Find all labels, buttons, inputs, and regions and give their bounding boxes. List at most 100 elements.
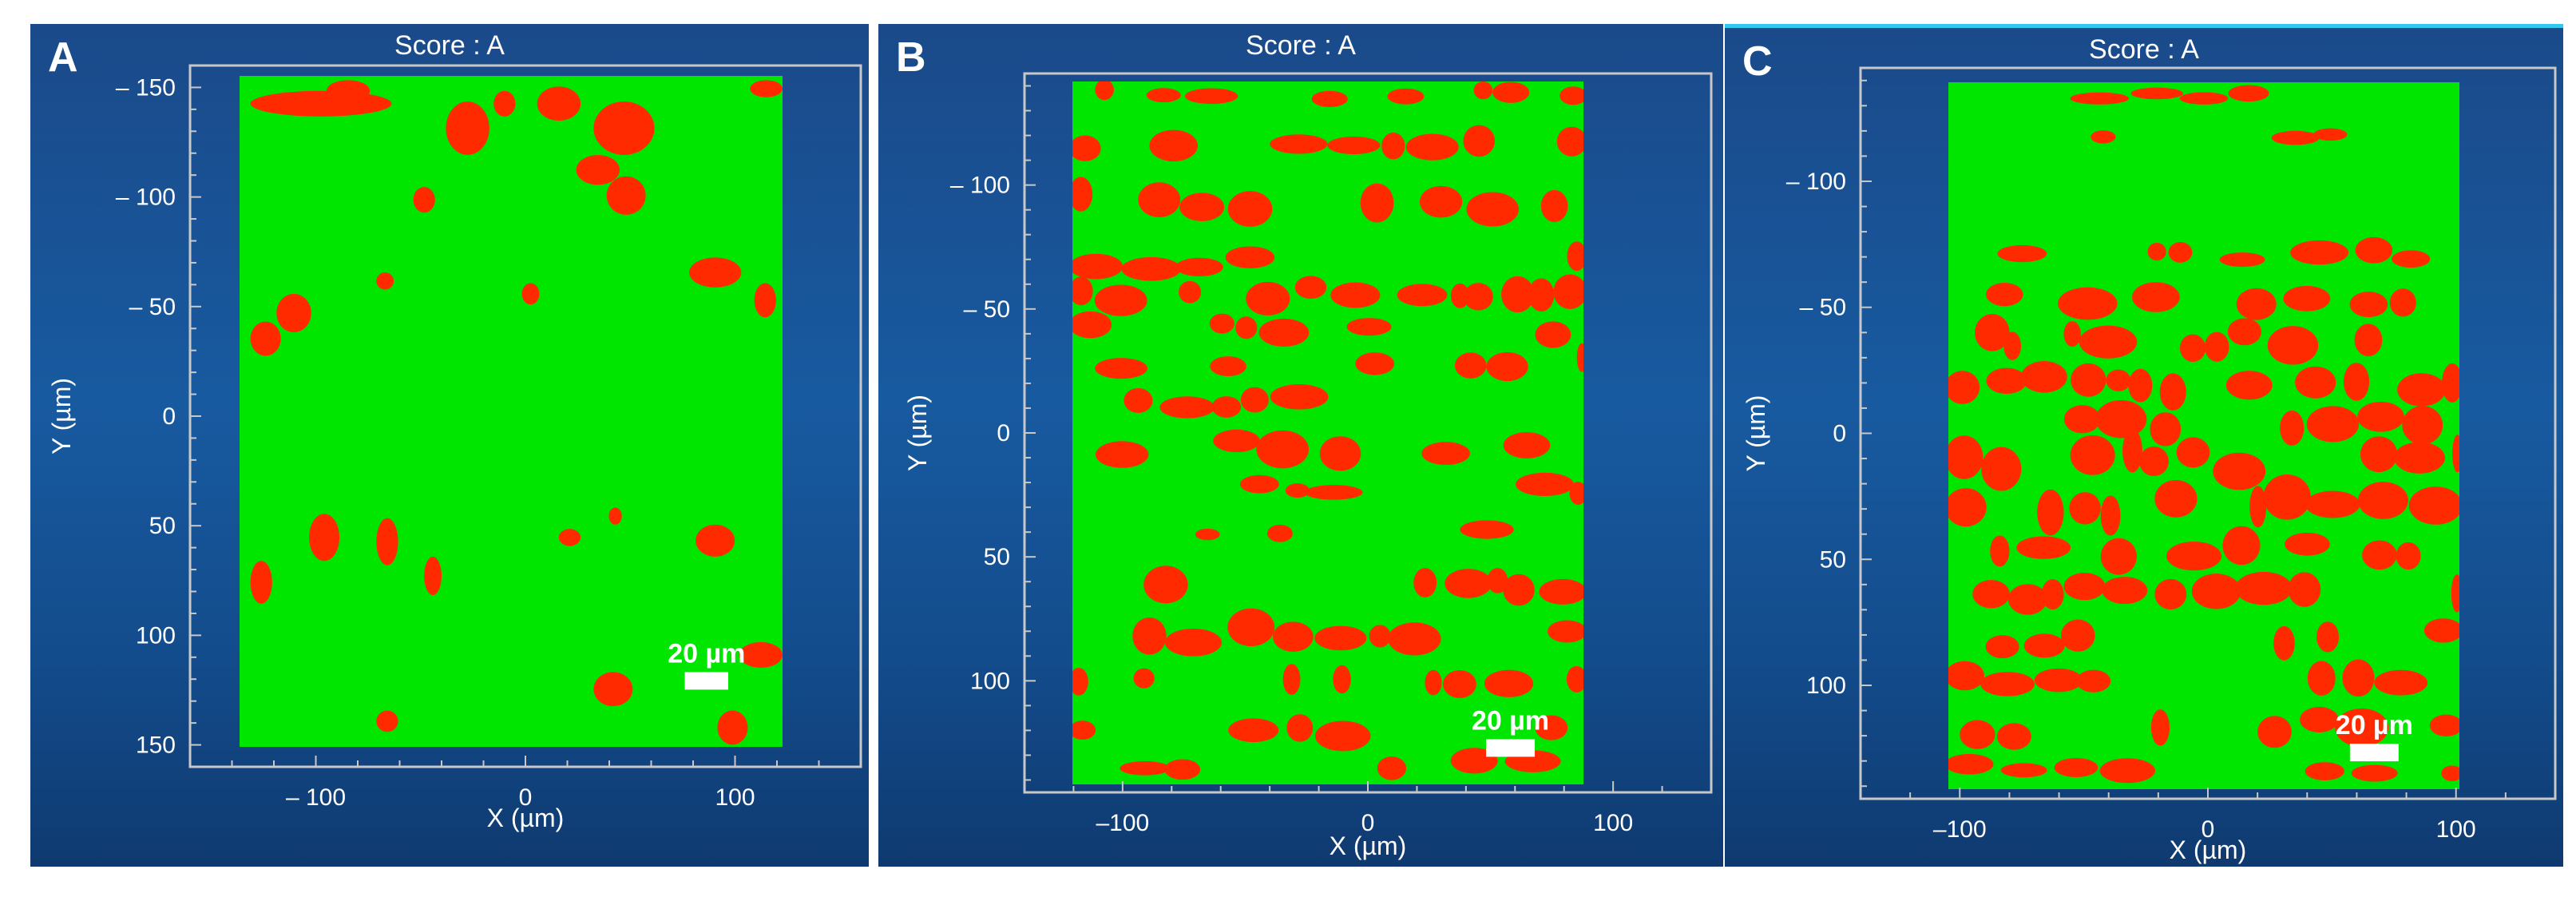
masked-region [1387, 88, 1425, 105]
masked-region [1072, 276, 1093, 306]
masked-region [1195, 528, 1220, 541]
masked-region [1960, 720, 1995, 749]
x-tick-label: 0 [519, 784, 533, 811]
masked-region [2305, 762, 2344, 780]
masked-regions [1948, 85, 2459, 784]
masked-region [754, 283, 776, 318]
masked-region [1072, 177, 1093, 212]
masked-region [1124, 387, 1153, 413]
masked-region [1304, 485, 1363, 500]
scale-bar [2349, 744, 2399, 762]
masked-region [1239, 474, 1279, 494]
masked-region [608, 507, 622, 525]
masked-region [1315, 720, 1371, 752]
masked-region [2130, 87, 2184, 100]
panel-c: C Score : A –100 0 100 – 100 – 50 0 50 100 X (µm… [1725, 24, 2563, 867]
masked-region [1948, 661, 1985, 691]
masked-region [2342, 659, 2375, 697]
masked-region [1463, 125, 1496, 157]
masked-region [1450, 283, 1469, 308]
masked-region [2351, 764, 2398, 782]
masked-region [1997, 244, 2047, 263]
masked-region [1484, 669, 1534, 697]
masked-region [2271, 130, 2320, 145]
masked-region [1258, 318, 1310, 347]
masked-region [1986, 367, 2027, 395]
masked-region [1539, 578, 1583, 605]
masked-region [2070, 92, 2130, 105]
masked-region [1425, 669, 1442, 696]
masked-region [750, 80, 783, 97]
score-image [240, 76, 783, 747]
masked-region [1948, 371, 1980, 404]
masked-region [1072, 135, 1101, 161]
masked-region [2306, 406, 2360, 443]
masked-region [1553, 274, 1583, 309]
scale-bar-label: 20 µm [2336, 710, 2413, 740]
masked-region [1164, 628, 1223, 657]
masked-region [2213, 452, 2266, 490]
masked-region [2063, 321, 2081, 347]
masked-region [2452, 435, 2459, 473]
masked-region [1548, 620, 1583, 643]
masked-region [2102, 577, 2148, 605]
masked-region [1567, 241, 1583, 272]
masked-region [376, 710, 398, 732]
masked-region [1270, 384, 1329, 410]
masked-region [2154, 479, 2198, 518]
masked-region [2079, 325, 2138, 359]
masked-region [1559, 86, 1583, 105]
masked-region [2394, 442, 2445, 474]
masked-region [2257, 716, 2292, 748]
y-tick-label: – 150 [116, 74, 176, 101]
masked-region [1209, 313, 1234, 334]
masked-region [1990, 535, 2010, 567]
masked-region [1419, 185, 1463, 218]
masked-region [1972, 580, 2010, 609]
masked-region [1270, 134, 1328, 154]
masked-region [1164, 759, 1201, 780]
masked-region [2041, 579, 2064, 610]
masked-region [1381, 132, 1405, 160]
panel-label: A [48, 34, 78, 81]
masked-region [1528, 278, 1555, 312]
masked-region [1473, 81, 1493, 100]
masked-region [2034, 668, 2083, 693]
masked-region [1487, 568, 1508, 593]
masked-regions [250, 80, 783, 745]
masked-region [1072, 720, 1096, 740]
masked-region [1179, 280, 1202, 304]
masked-region [2392, 250, 2431, 268]
panel-label: C [1742, 38, 1773, 85]
masked-region [2305, 490, 2360, 518]
y-tick-label: – 50 [1800, 295, 1846, 321]
x-tick-label: –100 [1933, 816, 1987, 843]
masked-region [1282, 664, 1301, 695]
masked-region [2037, 489, 2064, 536]
masked-region [2179, 92, 2229, 105]
masked-region [593, 101, 655, 155]
panel-b: B Score : A –100 0 100 – 100 – 50 0 50 100 X (µm… [878, 24, 1723, 867]
y-tick-label: 100 [970, 668, 1010, 694]
masked-region [326, 80, 371, 102]
masked-region [2389, 288, 2416, 317]
x-axis-label: X (µm) [2170, 836, 2247, 864]
unmasked-area [240, 76, 783, 747]
masked-region [689, 257, 742, 288]
masked-region [1256, 430, 1310, 469]
y-tick-label: – 50 [964, 296, 1010, 323]
y-tick-label: 50 [984, 544, 1010, 570]
scale-bar-label: 20 µm [1472, 705, 1549, 736]
masked-region [1405, 133, 1459, 161]
masked-region [2300, 706, 2339, 732]
masked-region [2402, 406, 2443, 445]
masked-region [2235, 571, 2293, 605]
score-map-b: –100 0 100 – 100 – 50 0 50 100 X (µm) Y (µm) 20 µm [903, 72, 1713, 860]
masked-region [2307, 661, 2336, 696]
masked-region [2106, 369, 2131, 391]
masked-region [1240, 387, 1269, 413]
axes [189, 65, 862, 768]
masked-region [2205, 331, 2229, 362]
masked-region [2408, 486, 2459, 525]
masked-region [2451, 574, 2459, 613]
